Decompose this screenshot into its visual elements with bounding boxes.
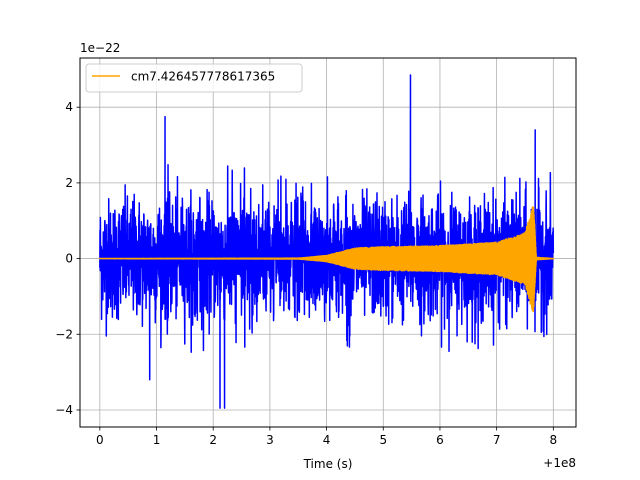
x-tick-label: 7 xyxy=(493,433,501,447)
x-tick-label: 8 xyxy=(550,433,558,447)
legend-label-signal: cm7.426457778617365 xyxy=(131,70,275,84)
x-tick-label: 4 xyxy=(323,433,331,447)
x-axis-label: Time (s) xyxy=(303,457,353,471)
x-tick-label: 2 xyxy=(209,433,217,447)
y-tick-label: 0 xyxy=(65,252,73,266)
legend-box xyxy=(85,63,303,93)
x-tick-label: 3 xyxy=(266,433,274,447)
legend: cm7.426457778617365 xyxy=(85,63,303,93)
y-tick-label: 4 xyxy=(65,100,73,114)
ticks: 0 1 2 3 4 5 6 7 8 −4 −2 0 2 4 xyxy=(55,100,557,447)
x-tick-label: 1 xyxy=(153,433,161,447)
series-signal-line xyxy=(99,206,555,313)
x-tick-label: 0 xyxy=(96,433,104,447)
plot-area xyxy=(99,74,555,409)
axes-frame xyxy=(79,57,577,428)
x-offset-label: +1e8 xyxy=(543,456,576,470)
y-tick-label: −2 xyxy=(55,327,73,341)
x-tick-label: 6 xyxy=(436,433,444,447)
y-scale-label: 1e−22 xyxy=(80,41,120,55)
y-tick-label: 2 xyxy=(65,176,73,190)
x-tick-label: 5 xyxy=(379,433,387,447)
y-tick-label: −4 xyxy=(55,403,73,417)
